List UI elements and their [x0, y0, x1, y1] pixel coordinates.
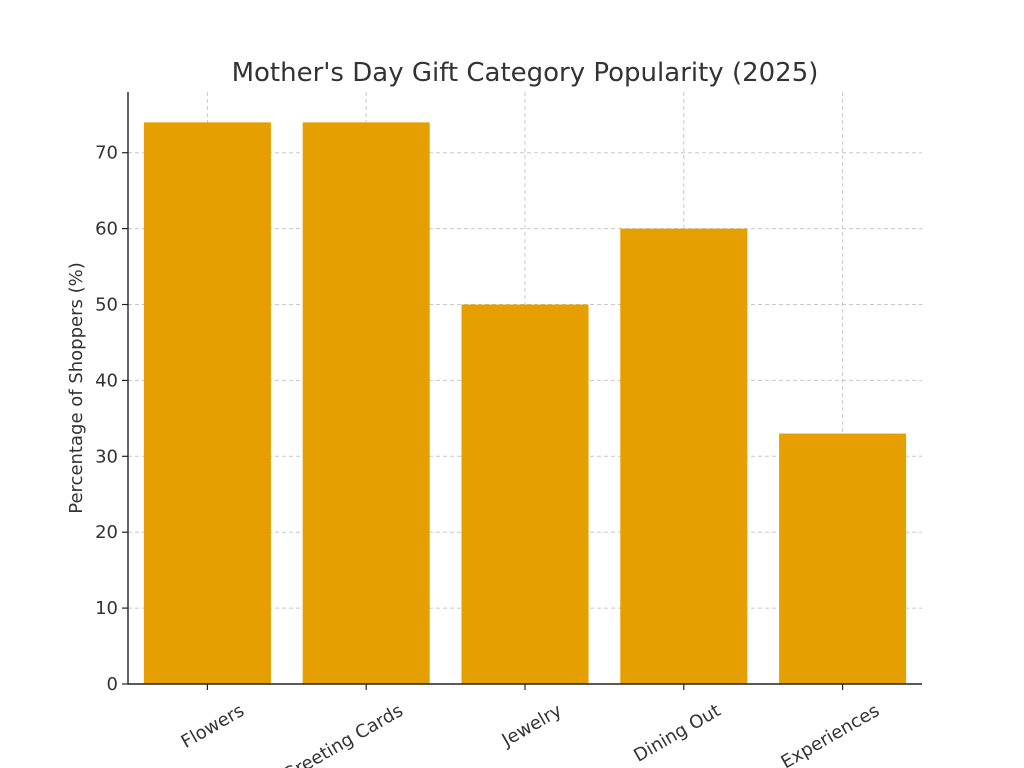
y-tick-label: 50: [95, 295, 118, 316]
bar-flowers: [143, 122, 271, 685]
y-ticks: 0 10 20 30 40 50 60 70: [95, 143, 128, 695]
bar-experiences: [779, 433, 907, 684]
x-ticks: Flowers Greeting Cards Jewelry Dining Out Ex…: [178, 684, 883, 768]
y-tick-label: 0: [107, 674, 118, 695]
y-tick-label: 40: [95, 370, 118, 391]
chart-title: Mother's Day Gift Category Popularity (2…: [232, 58, 819, 88]
y-tick-label: 20: [95, 522, 118, 543]
bars: [143, 122, 907, 685]
x-tick-label: Jewelry: [498, 700, 566, 751]
y-axis-label: Percentage of Shoppers (%): [66, 262, 87, 513]
y-tick-label: 60: [95, 219, 118, 240]
y-tick-label: 10: [95, 598, 118, 619]
bar-greeting-cards: [302, 122, 430, 685]
bar-dining-out: [620, 228, 748, 684]
y-tick-label: 30: [95, 446, 118, 467]
x-tick-label: Greeting Cards: [279, 700, 407, 768]
x-tick-label: Dining Out: [630, 700, 724, 766]
x-tick-label: Flowers: [178, 700, 248, 753]
y-tick-label: 70: [95, 143, 118, 164]
x-tick-label: Experiences: [778, 700, 884, 768]
bar-jewelry: [461, 304, 589, 684]
